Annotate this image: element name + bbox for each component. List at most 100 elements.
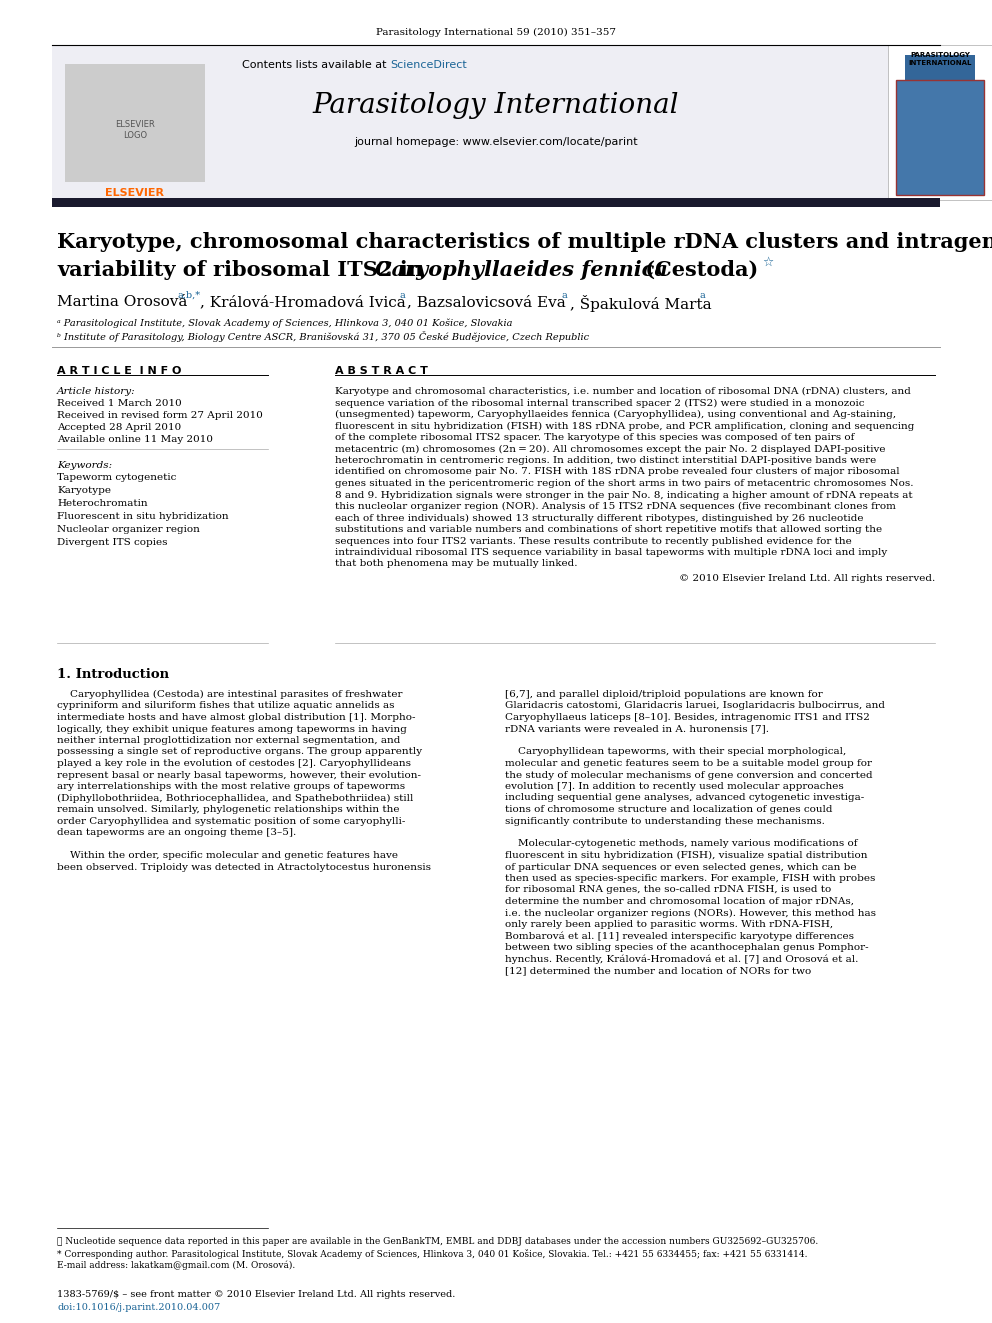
Text: Article history:: Article history: <box>57 388 136 396</box>
Text: molecular and genetic features seem to be a suitable model group for: molecular and genetic features seem to b… <box>505 759 872 767</box>
Bar <box>52 198 940 206</box>
Bar <box>52 45 227 200</box>
Text: 8 and 9. Hybridization signals were stronger in the pair No. 8, indicating a hig: 8 and 9. Hybridization signals were stro… <box>335 491 913 500</box>
Text: order Caryophyllidea and systematic position of some caryophylli-: order Caryophyllidea and systematic posi… <box>57 816 406 826</box>
Text: , Králová-Hromadová Ivica: , Králová-Hromadová Ivica <box>200 295 411 310</box>
Text: [6,7], and parallel diploid/triploid populations are known for: [6,7], and parallel diploid/triploid pop… <box>505 691 822 699</box>
Text: sequences into four ITS2 variants. These results contribute to recently publishe: sequences into four ITS2 variants. These… <box>335 537 852 545</box>
Text: rDNA variants were revealed in A. huronensis [7].: rDNA variants were revealed in A. hurone… <box>505 725 769 733</box>
Text: ᵇ Institute of Parasitology, Biology Centre ASCR, Branišovská 31, 370 05 České B: ᵇ Institute of Parasitology, Biology Cen… <box>57 331 589 341</box>
Text: hynchus. Recently, Králová-Hromadová et al. [7] and Orosová et al.: hynchus. Recently, Králová-Hromadová et … <box>505 954 858 964</box>
Text: journal homepage: www.elsevier.com/locate/parint: journal homepage: www.elsevier.com/locat… <box>354 138 638 147</box>
Bar <box>52 45 940 200</box>
Text: Tapeworm cytogenetic: Tapeworm cytogenetic <box>57 474 177 482</box>
Text: then used as species-specific markers. For example, FISH with probes: then used as species-specific markers. F… <box>505 875 875 882</box>
Text: Glaridacris catostomi, Glaridacris laruei, Isoglaridacris bulbocirrus, and: Glaridacris catostomi, Glaridacris larue… <box>505 701 885 710</box>
Text: fluorescent in situ hybridization (FISH) with 18S rDNA probe, and PCR amplificat: fluorescent in situ hybridization (FISH)… <box>335 422 915 430</box>
Text: determine the number and chromosomal location of major rDNAs,: determine the number and chromosomal loc… <box>505 897 854 906</box>
Text: for ribosomal RNA genes, the so-called rDNA FISH, is used to: for ribosomal RNA genes, the so-called r… <box>505 885 831 894</box>
Text: (unsegmented) tapeworm, Caryophyllaeides fennica (Caryophyllidea), using convent: (unsegmented) tapeworm, Caryophyllaeides… <box>335 410 896 419</box>
Text: Molecular-cytogenetic methods, namely various modifications of: Molecular-cytogenetic methods, namely va… <box>505 840 857 848</box>
Text: 1383-5769/$ – see front matter © 2010 Elsevier Ireland Ltd. All rights reserved.: 1383-5769/$ – see front matter © 2010 El… <box>57 1290 455 1299</box>
Text: ☆: ☆ <box>762 255 773 269</box>
Text: A R T I C L E  I N F O: A R T I C L E I N F O <box>57 366 182 376</box>
Text: variability of ribosomal ITS2 in: variability of ribosomal ITS2 in <box>57 261 431 280</box>
Text: 1. Introduction: 1. Introduction <box>57 668 169 681</box>
Text: only rarely been applied to parasitic worms. With rDNA-FISH,: only rarely been applied to parasitic wo… <box>505 919 833 929</box>
Text: each of three individuals) showed 13 structurally different ribotypes, distingui: each of three individuals) showed 13 str… <box>335 513 863 523</box>
Text: the study of molecular mechanisms of gene conversion and concerted: the study of molecular mechanisms of gen… <box>505 770 873 779</box>
Text: doi:10.1016/j.parint.2010.04.007: doi:10.1016/j.parint.2010.04.007 <box>57 1303 220 1312</box>
Text: (Cestoda): (Cestoda) <box>638 261 758 280</box>
Text: Parasitology International 59 (2010) 351–357: Parasitology International 59 (2010) 351… <box>376 28 616 37</box>
Text: Received 1 March 2010: Received 1 March 2010 <box>57 400 182 407</box>
Text: remain unsolved. Similarly, phylogenetic relationships within the: remain unsolved. Similarly, phylogenetic… <box>57 804 400 814</box>
Text: tions of chromosome structure and localization of genes could: tions of chromosome structure and locali… <box>505 804 832 814</box>
Text: a: a <box>562 291 567 300</box>
Text: represent basal or nearly basal tapeworms, however, their evolution-: represent basal or nearly basal tapeworm… <box>57 770 421 779</box>
Text: Contents lists available at: Contents lists available at <box>242 60 390 70</box>
Text: dean tapeworms are an ongoing theme [3–5].: dean tapeworms are an ongoing theme [3–5… <box>57 828 297 837</box>
Text: ★ Nucleotide sequence data reported in this paper are available in the GenBankTM: ★ Nucleotide sequence data reported in t… <box>57 1237 818 1246</box>
Text: Fluorescent in situ hybridization: Fluorescent in situ hybridization <box>57 512 228 521</box>
Text: Divergent ITS copies: Divergent ITS copies <box>57 538 168 546</box>
Text: PARASITOLOGY: PARASITOLOGY <box>910 52 970 58</box>
Text: between two sibling species of the acanthocephalan genus Pomphor-: between two sibling species of the acant… <box>505 943 869 953</box>
Text: Caryophyllidean tapeworms, with their special morphological,: Caryophyllidean tapeworms, with their sp… <box>505 747 846 757</box>
Text: sequence variation of the ribosomal internal transcribed spacer 2 (ITS2) were st: sequence variation of the ribosomal inte… <box>335 398 864 407</box>
Text: significantly contribute to understanding these mechanisms.: significantly contribute to understandin… <box>505 816 825 826</box>
Text: played a key role in the evolution of cestodes [2]. Caryophyllideans: played a key role in the evolution of ce… <box>57 759 411 767</box>
Text: neither internal proglottidization nor external segmentation, and: neither internal proglottidization nor e… <box>57 736 401 745</box>
Text: identified on chromosome pair No. 7. FISH with 18S rDNA probe revealed four clus: identified on chromosome pair No. 7. FIS… <box>335 467 900 476</box>
Bar <box>888 45 992 200</box>
Text: ScienceDirect: ScienceDirect <box>390 60 467 70</box>
Text: Parasitology International: Parasitology International <box>312 93 680 119</box>
Text: Heterochromatin: Heterochromatin <box>57 499 148 508</box>
Text: Karyotype, chromosomal characteristics of multiple rDNA clusters and intragenomi: Karyotype, chromosomal characteristics o… <box>57 232 992 251</box>
Text: substitutions and variable numbers and combinations of short repetitive motifs t: substitutions and variable numbers and c… <box>335 525 882 534</box>
Text: Caryophyllaeides fennica: Caryophyllaeides fennica <box>375 261 668 280</box>
Text: genes situated in the pericentromeric region of the short arms in two pairs of m: genes situated in the pericentromeric re… <box>335 479 914 488</box>
Text: ELSEVIER
LOGO: ELSEVIER LOGO <box>115 120 155 140</box>
Text: Nucleolar organizer region: Nucleolar organizer region <box>57 525 199 534</box>
Text: intermediate hosts and have almost global distribution [1]. Morpho-: intermediate hosts and have almost globa… <box>57 713 416 722</box>
Bar <box>65 64 205 183</box>
Text: evolution [7]. In addition to recently used molecular approaches: evolution [7]. In addition to recently u… <box>505 782 844 791</box>
Text: Received in revised form 27 April 2010: Received in revised form 27 April 2010 <box>57 411 263 419</box>
Text: including sequential gene analyses, advanced cytogenetic investiga-: including sequential gene analyses, adva… <box>505 794 864 803</box>
Text: INTERNATIONAL: INTERNATIONAL <box>909 60 972 66</box>
Text: Karyotype and chromosomal characteristics, i.e. number and location of ribosomal: Karyotype and chromosomal characteristic… <box>335 388 911 396</box>
Text: Karyotype: Karyotype <box>57 486 111 495</box>
Text: A B S T R A C T: A B S T R A C T <box>335 366 428 376</box>
Text: fluorescent in situ hybridization (FISH), visualize spatial distribution: fluorescent in situ hybridization (FISH)… <box>505 851 867 860</box>
Text: of the complete ribosomal ITS2 spacer. The karyotype of this species was compose: of the complete ribosomal ITS2 spacer. T… <box>335 433 854 442</box>
Text: cypriniform and siluriform fishes that utilize aquatic annelids as: cypriniform and siluriform fishes that u… <box>57 701 395 710</box>
Text: of particular DNA sequences or even selected genes, which can be: of particular DNA sequences or even sele… <box>505 863 856 872</box>
Text: a,b,*: a,b,* <box>178 291 201 300</box>
Text: © 2010 Elsevier Ireland Ltd. All rights reserved.: © 2010 Elsevier Ireland Ltd. All rights … <box>679 574 935 583</box>
Text: Within the order, specific molecular and genetic features have: Within the order, specific molecular and… <box>57 851 398 860</box>
Text: logically, they exhibit unique features among tapeworms in having: logically, they exhibit unique features … <box>57 725 407 733</box>
Text: heterochromatin in centromeric regions. In addition, two distinct interstitial D: heterochromatin in centromeric regions. … <box>335 456 876 464</box>
Text: * Corresponding author. Parasitological Institute, Slovak Academy of Sciences, H: * Corresponding author. Parasitological … <box>57 1249 807 1259</box>
Text: a: a <box>700 291 705 300</box>
Text: [12] determined the number and location of NORs for two: [12] determined the number and location … <box>505 966 811 975</box>
Text: metacentric (m) chromosomes (2n = 20). All chromosomes except the pair No. 2 dis: metacentric (m) chromosomes (2n = 20). A… <box>335 445 886 454</box>
Bar <box>905 56 975 79</box>
Text: , Špakulová Marta: , Špakulová Marta <box>570 295 716 312</box>
Text: (Diphyllobothriidea, Bothriocephallidea, and Spathebothriidea) still: (Diphyllobothriidea, Bothriocephallidea,… <box>57 794 414 803</box>
Text: this nucleolar organizer region (NOR). Analysis of 15 ITS2 rDNA sequences (five : this nucleolar organizer region (NOR). A… <box>335 501 896 511</box>
Text: ᵃ Parasitological Institute, Slovak Academy of Sciences, Hlinkova 3, 040 01 Koši: ᵃ Parasitological Institute, Slovak Acad… <box>57 318 513 328</box>
Text: Martina Orosová: Martina Orosová <box>57 295 192 310</box>
Text: E-mail address: lakatkam@gmail.com (M. Orosová).: E-mail address: lakatkam@gmail.com (M. O… <box>57 1261 296 1270</box>
Text: Accepted 28 April 2010: Accepted 28 April 2010 <box>57 423 182 433</box>
Text: ELSEVIER: ELSEVIER <box>105 188 165 198</box>
Text: a: a <box>399 291 405 300</box>
Text: , Bazsalovicsová Eva: , Bazsalovicsová Eva <box>407 295 570 310</box>
Text: Bombarová et al. [11] revealed interspecific karyotype differences: Bombarová et al. [11] revealed interspec… <box>505 931 854 941</box>
Text: possessing a single set of reproductive organs. The group apparently: possessing a single set of reproductive … <box>57 747 423 757</box>
Bar <box>896 79 984 194</box>
Text: been observed. Triploidy was detected in Atractolytocestus huronensis: been observed. Triploidy was detected in… <box>57 863 431 872</box>
Text: i.e. the nucleolar organizer regions (NORs). However, this method has: i.e. the nucleolar organizer regions (NO… <box>505 909 876 918</box>
Text: Caryophyllaeus laticeps [8–10]. Besides, intragenomic ITS1 and ITS2: Caryophyllaeus laticeps [8–10]. Besides,… <box>505 713 870 722</box>
